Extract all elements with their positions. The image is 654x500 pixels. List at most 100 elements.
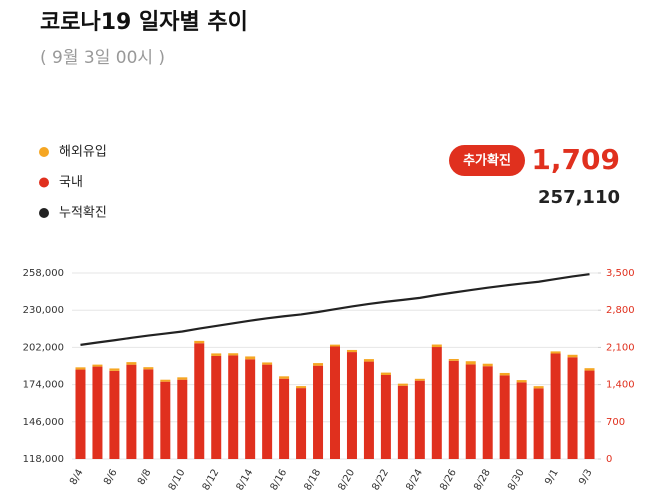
bar [567, 354, 578, 358]
y-tick-label: 118,000 [23, 454, 64, 465]
bar [584, 370, 595, 459]
y2-tick-label: 0 [606, 454, 612, 465]
bar [143, 367, 154, 370]
bar [380, 372, 391, 375]
x-tick-label: 8/30 [506, 468, 527, 493]
bar [550, 351, 561, 354]
bar [75, 369, 86, 459]
x-tick-label: 8/4 [68, 468, 86, 487]
x-tick-label: 8/10 [167, 468, 188, 493]
legend-label: 국내 [59, 175, 83, 190]
y2-tick-label: 700 [606, 417, 625, 428]
bar [211, 353, 222, 356]
x-tick-label: 8/20 [336, 468, 357, 493]
bar [499, 372, 510, 376]
x-tick-label: 8/22 [370, 468, 391, 493]
bar [313, 363, 324, 366]
y-tick-label: 174,000 [23, 380, 64, 391]
bar [516, 382, 527, 459]
bar [109, 370, 120, 459]
bar [92, 366, 103, 459]
x-tick-label: 8/6 [102, 468, 120, 487]
x-tick-label: 8/12 [201, 468, 222, 493]
bar [126, 364, 137, 459]
bar [414, 380, 425, 459]
bar [533, 386, 544, 389]
x-tick-label: 8/16 [269, 468, 290, 493]
x-tick-label: 8/14 [235, 468, 256, 493]
bar [533, 388, 544, 459]
y-tick-label: 146,000 [23, 417, 64, 428]
x-tick-label: 8/24 [404, 468, 425, 493]
bar [346, 352, 357, 459]
legend-marker [39, 177, 49, 188]
bar [414, 378, 425, 381]
bar [245, 356, 256, 360]
line [80, 273, 590, 346]
y2-tick-label: 3,500 [606, 268, 635, 279]
bar [465, 361, 476, 365]
bar [194, 340, 205, 344]
bar [160, 379, 171, 382]
y2-tick-label: 2,100 [606, 342, 635, 353]
bar [228, 355, 239, 459]
bar [397, 385, 408, 459]
bar [397, 383, 408, 386]
bar [211, 355, 222, 459]
bar [448, 358, 459, 361]
legend-label: 누적확진 [59, 206, 107, 221]
legend-marker [39, 208, 49, 218]
bar [126, 362, 137, 365]
bar [363, 361, 374, 459]
bar [584, 368, 595, 371]
bar [245, 359, 256, 459]
bar [177, 377, 188, 380]
bar [296, 386, 307, 389]
chart-title: 코로나19 일자별 추이 [40, 10, 248, 35]
bar [482, 363, 493, 367]
y2-tick-label: 2,800 [606, 305, 635, 316]
bar [363, 359, 374, 362]
bar [92, 364, 103, 367]
badge-label: 추가확진 [463, 153, 511, 169]
bar [516, 380, 527, 383]
chart-subtitle: ( 9월 3일 00시 ) [40, 48, 165, 68]
x-tick-label: 8/18 [302, 468, 323, 493]
bar [109, 368, 120, 371]
bar [228, 353, 239, 356]
bar [482, 366, 493, 459]
added-count: 1,709 [531, 143, 620, 176]
total-count: 257,110 [538, 187, 620, 208]
bar [262, 364, 273, 459]
bar [330, 346, 340, 459]
bar [380, 374, 391, 459]
bar [262, 362, 273, 365]
bar [499, 375, 510, 459]
badge [449, 145, 525, 176]
bar [431, 344, 442, 348]
y2-tick-label: 1,400 [606, 380, 635, 391]
x-tick-label: 8/26 [438, 468, 459, 493]
bar [313, 365, 324, 459]
bar [448, 360, 459, 459]
bar [465, 364, 476, 459]
legend-marker [39, 147, 49, 157]
y-tick-label: 258,000 [23, 268, 64, 279]
legend-label: 해외유입 [59, 145, 107, 160]
bar [431, 347, 442, 459]
bar [143, 369, 154, 459]
bar [75, 367, 86, 370]
bar [177, 379, 188, 459]
x-tick-label: 8/28 [472, 468, 493, 493]
bar [279, 376, 290, 379]
bar [567, 357, 578, 459]
bar [330, 344, 340, 347]
bar [194, 343, 205, 459]
bar [279, 378, 290, 459]
y-tick-label: 230,000 [23, 305, 64, 316]
x-tick-label: 9/1 [543, 468, 561, 487]
bar [296, 388, 307, 459]
x-tick-label: 9/3 [577, 468, 595, 487]
